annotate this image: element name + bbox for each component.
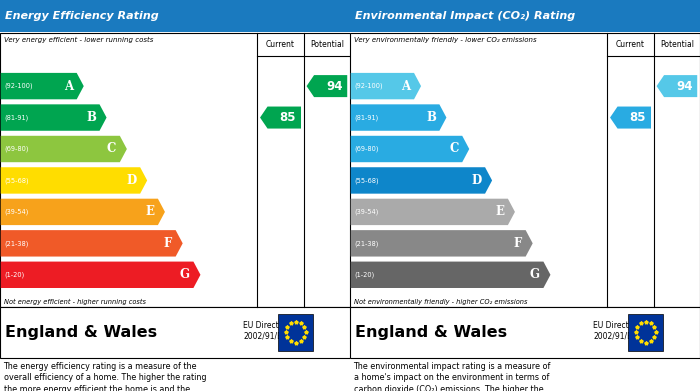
Text: (21-38): (21-38)	[4, 240, 29, 247]
Text: A: A	[64, 80, 74, 93]
Polygon shape	[610, 106, 651, 129]
Text: (69-80): (69-80)	[354, 146, 379, 152]
Text: (81-91): (81-91)	[354, 114, 379, 121]
Text: B: B	[86, 111, 96, 124]
Polygon shape	[657, 75, 697, 97]
Text: EU Directive
2002/91/EC: EU Directive 2002/91/EC	[594, 321, 641, 340]
Polygon shape	[1, 73, 84, 99]
Bar	[0, 0, 350, 32]
Text: Very energy efficient - lower running costs: Very energy efficient - lower running co…	[4, 37, 153, 43]
Polygon shape	[1, 136, 127, 162]
Text: Energy Efficiency Rating: Energy Efficiency Rating	[6, 11, 159, 21]
Polygon shape	[307, 75, 347, 97]
Text: (1-20): (1-20)	[4, 271, 25, 278]
Bar	[0, 33, 350, 307]
Text: (21-38): (21-38)	[354, 240, 379, 247]
Polygon shape	[351, 262, 550, 288]
Text: Environmental Impact (CO₂) Rating: Environmental Impact (CO₂) Rating	[355, 11, 575, 21]
Polygon shape	[1, 262, 200, 288]
Text: E: E	[146, 205, 155, 219]
Text: Current: Current	[616, 39, 645, 49]
Text: (39-54): (39-54)	[354, 209, 379, 215]
Text: C: C	[107, 142, 116, 156]
Text: The environmental impact rating is a measure of
a home's impact on the environme: The environmental impact rating is a mea…	[354, 362, 551, 391]
Text: Very environmentally friendly - lower CO₂ emissions: Very environmentally friendly - lower CO…	[354, 37, 536, 43]
Text: (92-100): (92-100)	[4, 83, 33, 90]
Bar	[350, 33, 700, 307]
Polygon shape	[1, 199, 165, 225]
Text: G: G	[530, 268, 540, 281]
Text: England & Wales: England & Wales	[6, 325, 158, 340]
Polygon shape	[1, 104, 106, 131]
Text: 94: 94	[676, 80, 692, 93]
Polygon shape	[351, 136, 469, 162]
Text: EU Directive
2002/91/EC: EU Directive 2002/91/EC	[244, 321, 290, 340]
Text: G: G	[180, 268, 190, 281]
Text: Not environmentally friendly - higher CO₂ emissions: Not environmentally friendly - higher CO…	[354, 299, 527, 305]
Polygon shape	[351, 167, 492, 194]
Polygon shape	[1, 167, 147, 194]
Polygon shape	[351, 73, 421, 99]
Bar	[0, 307, 350, 358]
Text: A: A	[401, 80, 410, 93]
Text: (55-68): (55-68)	[354, 177, 379, 184]
Text: D: D	[471, 174, 482, 187]
Text: (55-68): (55-68)	[4, 177, 29, 184]
Text: (69-80): (69-80)	[4, 146, 29, 152]
Text: D: D	[127, 174, 136, 187]
Text: 85: 85	[629, 111, 646, 124]
Text: (81-91): (81-91)	[4, 114, 29, 121]
Text: Current: Current	[266, 39, 295, 49]
Text: Potential: Potential	[310, 39, 344, 49]
Polygon shape	[1, 230, 183, 256]
Polygon shape	[351, 230, 533, 256]
Text: 94: 94	[326, 80, 342, 93]
Text: E: E	[496, 205, 505, 219]
Text: B: B	[426, 111, 436, 124]
Polygon shape	[351, 104, 447, 131]
Text: (92-100): (92-100)	[354, 83, 383, 90]
Polygon shape	[351, 199, 515, 225]
Text: F: F	[164, 237, 172, 250]
Text: C: C	[449, 142, 459, 156]
Text: F: F	[514, 237, 522, 250]
Text: (39-54): (39-54)	[4, 209, 29, 215]
Bar	[629, 314, 664, 351]
Bar	[279, 314, 314, 351]
Text: The energy efficiency rating is a measure of the
overall efficiency of a home. T: The energy efficiency rating is a measur…	[4, 362, 206, 391]
Polygon shape	[260, 106, 301, 129]
Text: 85: 85	[279, 111, 296, 124]
Bar	[350, 0, 700, 32]
Text: (1-20): (1-20)	[354, 271, 374, 278]
Text: Potential: Potential	[660, 39, 694, 49]
Bar	[350, 307, 700, 358]
Text: England & Wales: England & Wales	[355, 325, 507, 340]
Text: Not energy efficient - higher running costs: Not energy efficient - higher running co…	[4, 299, 146, 305]
